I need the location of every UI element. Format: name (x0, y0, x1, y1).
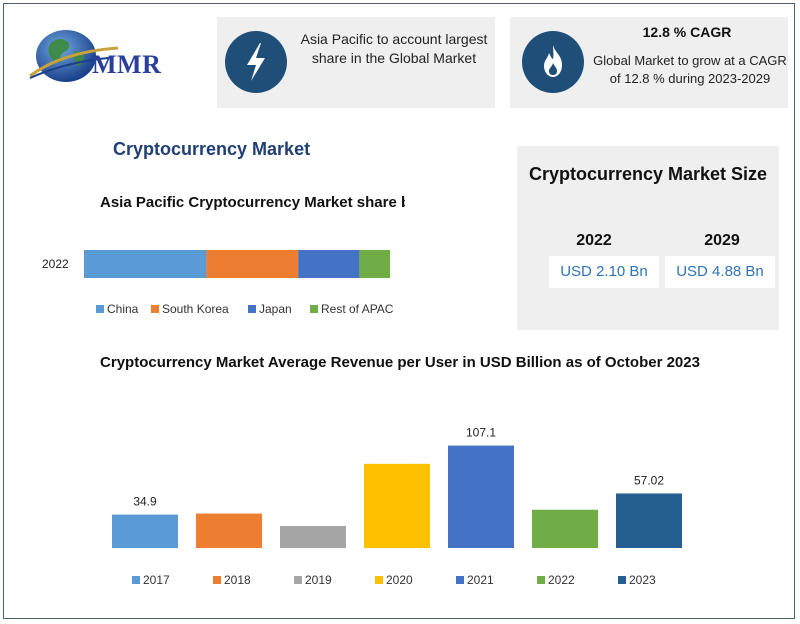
bar-2020 (364, 463, 430, 548)
legend-label: 2020 (386, 573, 413, 587)
legend-swatch (618, 576, 626, 584)
section-title: Cryptocurrency Market (113, 139, 311, 159)
market-size-card: Cryptocurrency Market Size 2022 2029 USD… (517, 146, 779, 330)
bar-2017 (112, 514, 178, 548)
category-label: 2022 (42, 257, 69, 271)
legend-swatch (96, 305, 104, 313)
legend-label: South Korea (162, 302, 229, 316)
share-segment-japan (298, 250, 360, 278)
market-size-title: Cryptocurrency Market Size (528, 164, 768, 184)
cagr-card: 12.8 % CAGR Global Market to grow at a C… (510, 17, 788, 108)
data-label: 107.1 (466, 426, 496, 440)
legend-label: 2019 (305, 573, 332, 587)
data-label: 57.02 (634, 473, 664, 487)
data-label: 34.9 (133, 495, 157, 509)
bar-2023 (616, 493, 682, 548)
legend-label: 2018 (224, 573, 251, 587)
legend-swatch (151, 305, 159, 313)
share-chart-title: Asia Pacific Cryptocurrency Market share… (100, 194, 405, 211)
legend-label: 2022 (548, 573, 575, 587)
market-size-value-2022: USD 2.10 Bn (549, 256, 659, 288)
share-segment-china (84, 250, 207, 278)
bar-2021 (448, 445, 514, 548)
legend-swatch (132, 576, 140, 584)
legend-swatch (456, 576, 464, 584)
cagr-text: Global Market to grow at a CAGR of 12.8 … (593, 53, 787, 86)
infographic-frame (3, 3, 795, 619)
share-card-text: Asia Pacific to account largest share in… (300, 31, 488, 66)
bar-2018 (196, 513, 262, 548)
legend-label: 2017 (143, 573, 170, 587)
globe-icon (29, 30, 119, 82)
market-size-value-2029: USD 4.88 Bn (665, 256, 775, 288)
legend-label: 2021 (467, 573, 494, 587)
legend-label: Japan (259, 302, 292, 316)
arpu-chart: 34.9 107.1 57.02 2017 2018 2019 2020 2021 2022 20… (112, 426, 682, 587)
legend-label: Rest of APAC (321, 302, 394, 316)
legend-label: 2023 (629, 573, 656, 587)
arpu-chart-title: Cryptocurrency Market Average Revenue pe… (100, 354, 700, 371)
share-segment-south-korea (206, 250, 299, 278)
lightning-icon (225, 31, 287, 93)
legend-swatch (375, 576, 383, 584)
market-size-year-2029: 2029 (704, 232, 740, 249)
legend-swatch (310, 305, 318, 313)
logo-text: MMR (92, 50, 162, 79)
cagr-title: 12.8 % CAGR (642, 24, 732, 40)
share-card: Asia Pacific to account largest share in… (217, 17, 495, 108)
market-size-year-2022: 2022 (576, 232, 612, 249)
share-chart: 2022 China South Korea Japan Rest of APAC (42, 250, 394, 316)
mmr-logo: MMR (22, 22, 182, 92)
legend-swatch (294, 576, 302, 584)
legend-swatch (248, 305, 256, 313)
legend-swatch (537, 576, 545, 584)
bar-2019 (280, 526, 346, 548)
bar-2022 (532, 509, 598, 548)
legend-label: China (107, 302, 139, 316)
share-segment-rest-of-apac (359, 250, 390, 278)
legend-swatch (213, 576, 221, 584)
flame-icon (522, 31, 584, 93)
